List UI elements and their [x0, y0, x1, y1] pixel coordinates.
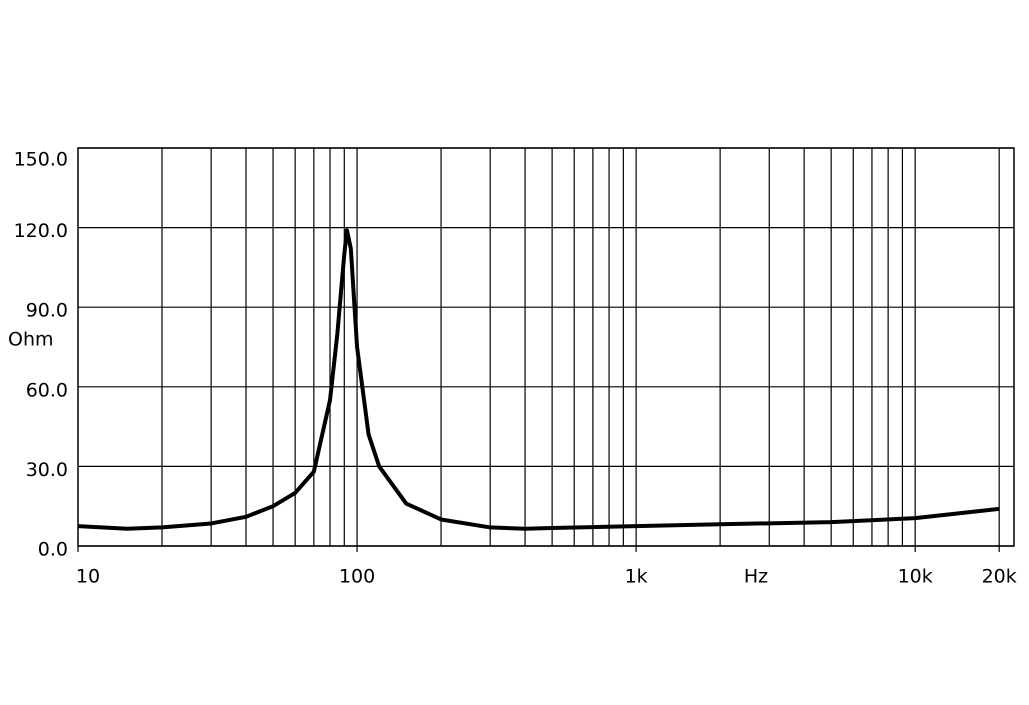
x-tick-label: 20k: [982, 566, 1017, 588]
y-tick-label: 60.0: [26, 379, 68, 401]
y-tick-label: 30.0: [26, 459, 68, 481]
y-tick-label: 0.0: [38, 539, 68, 561]
y-tick-label: 120.0: [14, 220, 68, 242]
x-tick-label: 1k: [625, 566, 648, 588]
y-tick-label: 150.0: [14, 149, 68, 171]
x-axis-label: Hz: [744, 566, 768, 588]
plot-frame: [77, 147, 1015, 547]
impedance-curve: [77, 228, 1000, 531]
y-tick-label: 90.0: [26, 300, 68, 322]
x-tick-label: 100: [339, 566, 375, 588]
y-axis-label: Ohm: [8, 329, 54, 351]
x-tick-label: 10k: [898, 566, 933, 588]
x-tick-label: 10: [76, 566, 100, 588]
